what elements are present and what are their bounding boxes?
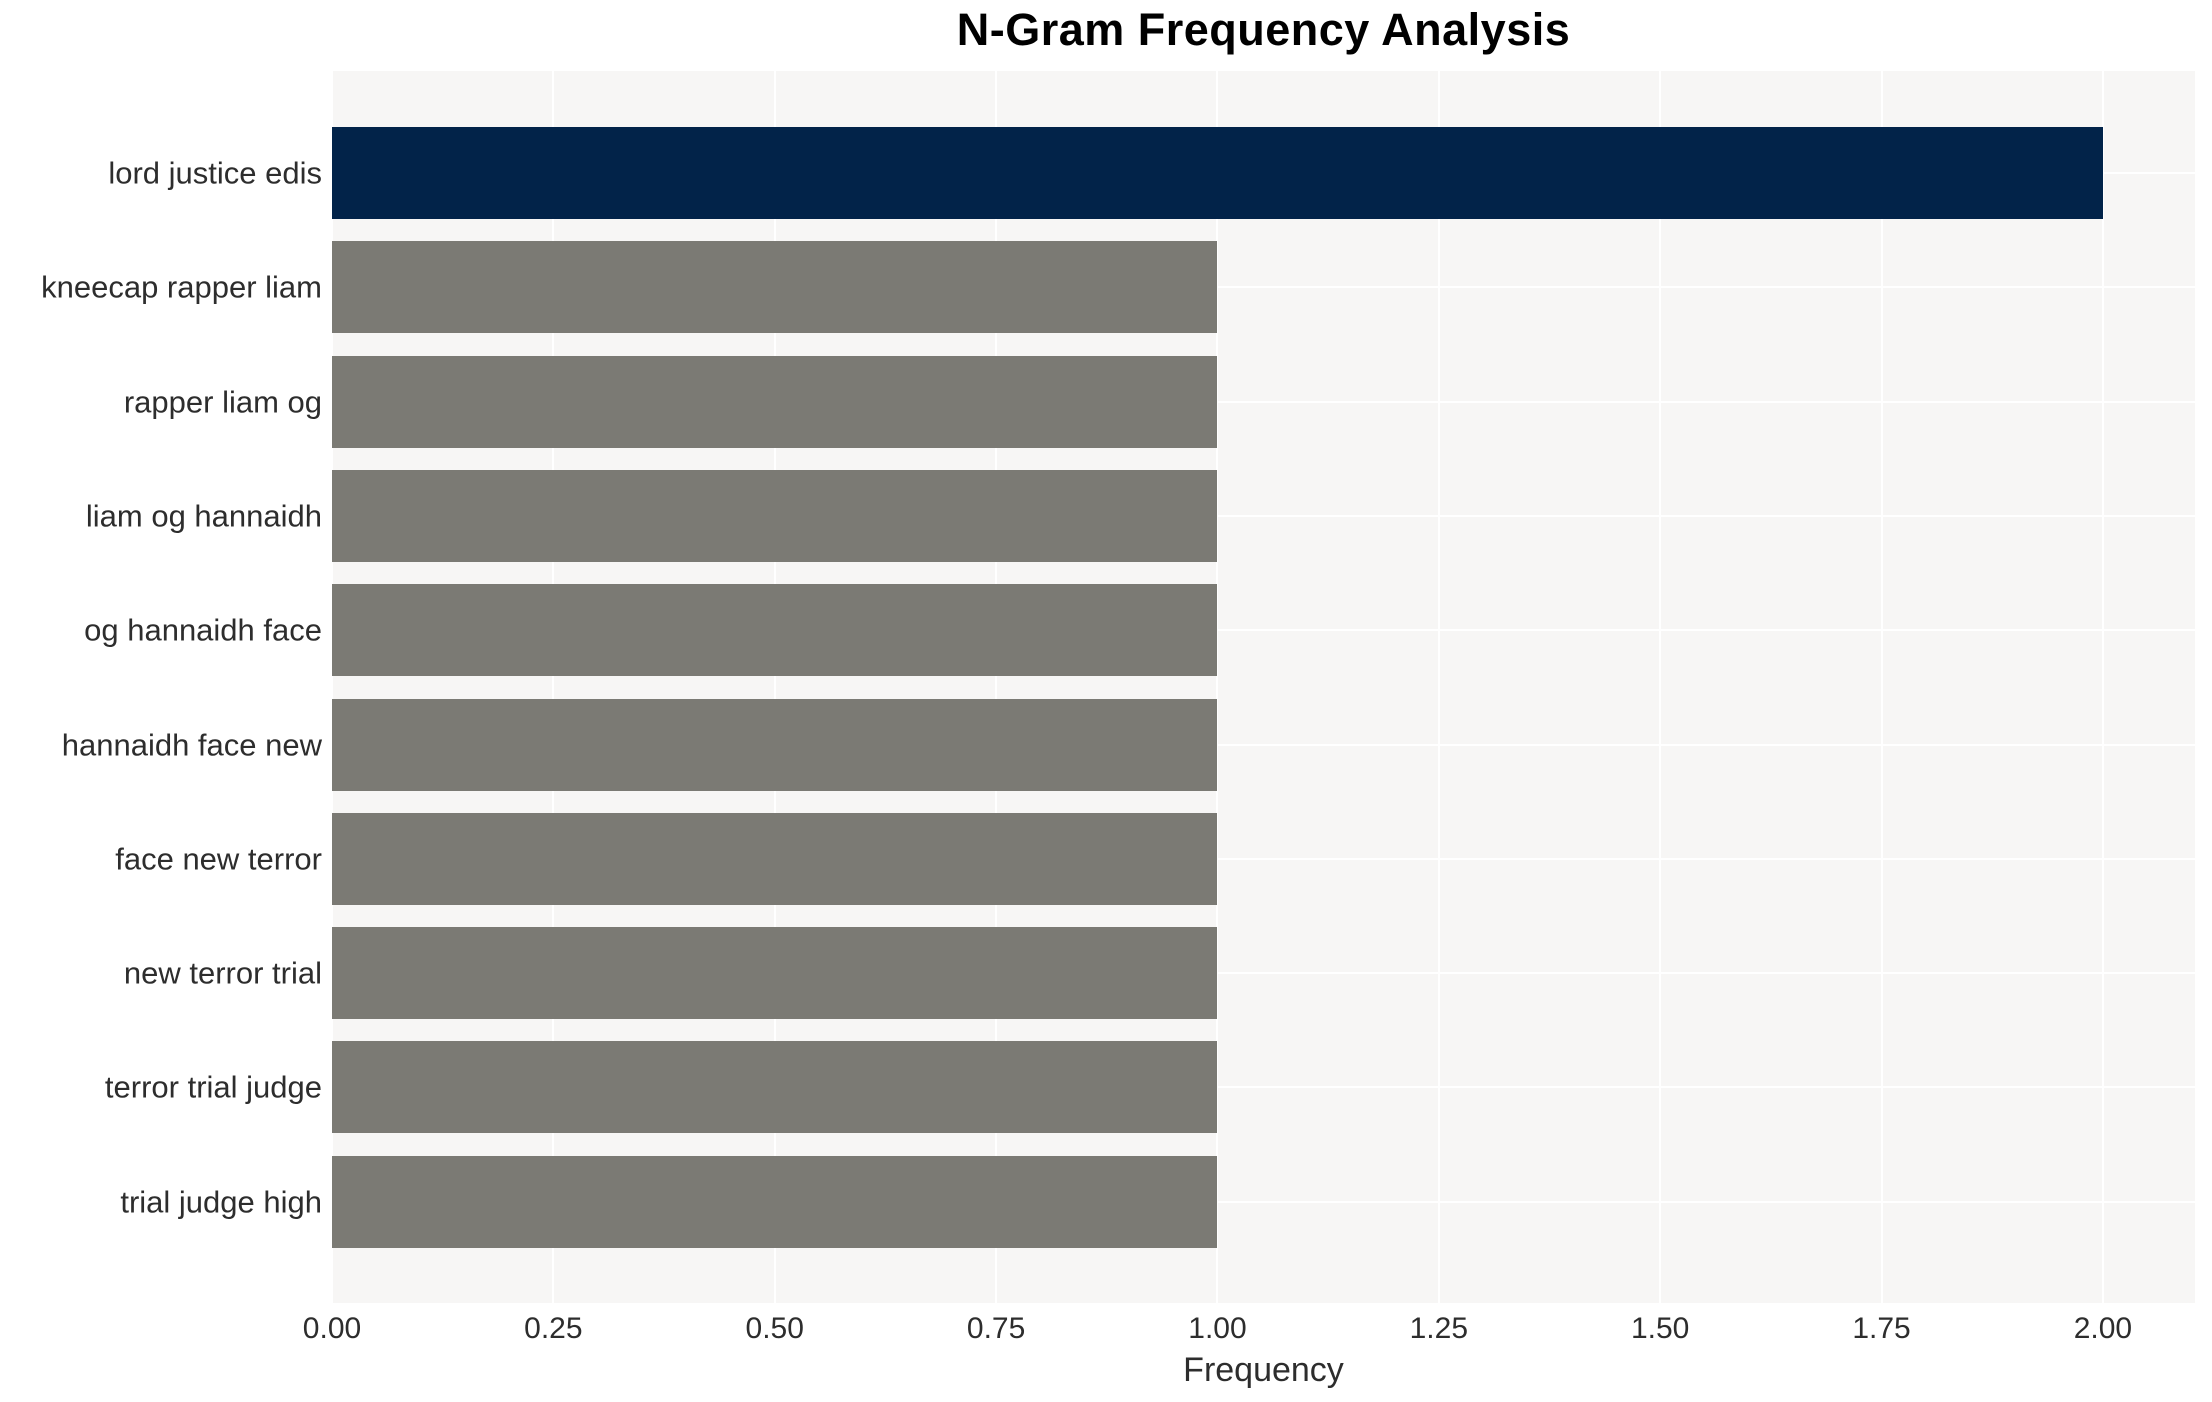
- bar: [332, 355, 1218, 448]
- bar: [332, 1041, 1218, 1134]
- plot-area: [331, 71, 2195, 1303]
- gridline-vertical: [2101, 71, 2104, 1303]
- gridline-horizontal: [332, 400, 2195, 403]
- x-tick-label: 1.00: [1188, 1312, 1247, 1345]
- gridline-horizontal: [332, 629, 2195, 632]
- y-tick-label: face new terror: [115, 841, 322, 877]
- chart-title: N-Gram Frequency Analysis: [956, 4, 1571, 55]
- bar: [332, 469, 1218, 562]
- gridline-horizontal: [332, 857, 2195, 860]
- bar: [332, 584, 1218, 677]
- gridline-vertical: [552, 71, 555, 1303]
- y-tick-label: terror trial judge: [104, 1069, 322, 1105]
- y-tick-label: hannaidh face new: [61, 727, 322, 762]
- gridline-vertical: [1437, 71, 1440, 1303]
- bar: [332, 241, 1218, 334]
- gridline-horizontal: [332, 972, 2195, 975]
- x-tick-label: 0.00: [302, 1312, 362, 1345]
- gridline-horizontal: [332, 1086, 2195, 1089]
- bar: [332, 698, 1218, 791]
- bar: [332, 927, 1218, 1020]
- y-tick-label: new terror trial: [123, 955, 322, 991]
- gridline-horizontal: [332, 286, 2195, 289]
- x-tick-label: 2.00: [2073, 1312, 2133, 1345]
- gridline-vertical: [1880, 71, 1883, 1303]
- gridline-horizontal: [332, 1200, 2195, 1203]
- bar: [332, 1155, 1218, 1248]
- x-tick-label: 1.50: [1630, 1312, 1690, 1345]
- y-tick-label: kneecap rapper liam: [41, 269, 322, 305]
- x-tick-label: 1.25: [1409, 1312, 1469, 1345]
- y-tick-label: lord justice edis: [108, 155, 322, 191]
- y-tick-label: rapper liam og: [123, 384, 322, 420]
- x-tick-label: 1.75: [1852, 1312, 1911, 1345]
- gridline-horizontal: [332, 514, 2195, 517]
- gridline-vertical: [1216, 71, 1219, 1303]
- x-tick-label: 0.50: [745, 1312, 804, 1345]
- gridline-vertical: [1659, 71, 1662, 1303]
- x-axis-label: Frequency: [1183, 1351, 1344, 1389]
- y-tick-label: og hannaidh face: [84, 612, 322, 648]
- bar: [332, 127, 2103, 219]
- gridline-vertical: [773, 71, 776, 1303]
- y-tick-label: trial judge high: [120, 1184, 322, 1220]
- y-tick-label: liam og hannaidh: [85, 498, 322, 534]
- gridline-vertical: [995, 71, 998, 1303]
- gridline-vertical: [331, 71, 333, 1303]
- bar: [332, 812, 1218, 905]
- x-tick-label: 0.75: [966, 1312, 1026, 1345]
- gridline-horizontal: [332, 743, 2195, 746]
- x-tick-label: 0.25: [524, 1312, 583, 1345]
